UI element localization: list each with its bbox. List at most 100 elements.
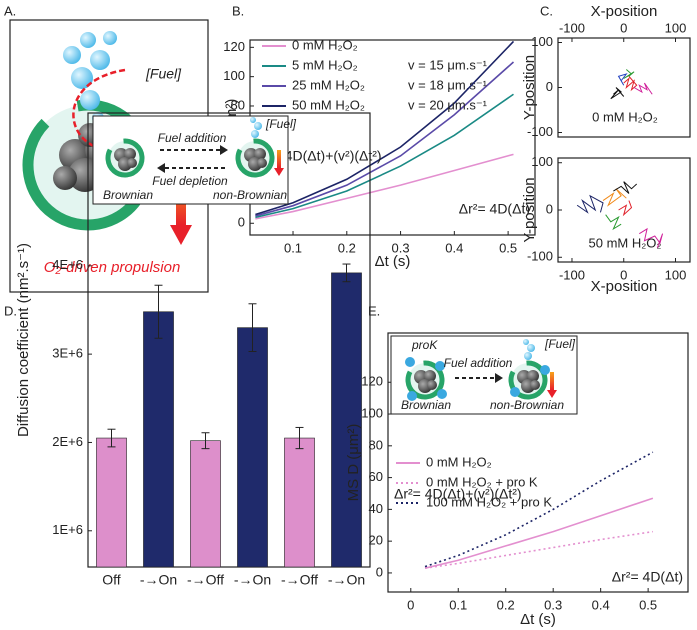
y-tick-label: 100 (531, 34, 553, 49)
series-line (613, 181, 638, 194)
velocity-label: v = 20 μm.s⁻¹ (408, 97, 488, 112)
inset-text: non-Brownian (213, 188, 287, 202)
core-sphere (127, 158, 137, 168)
x-tick-label: 100 (665, 20, 687, 35)
series-line (617, 73, 628, 86)
x-tick-label: 0.5 (499, 240, 517, 255)
y-tick-label: 120 (223, 39, 245, 54)
series-line (623, 69, 635, 79)
error-bar (201, 432, 210, 450)
propulsion-arrowhead (170, 225, 192, 245)
y-tick-label: 1E+6 (52, 522, 83, 537)
x-tick-label: 0.1 (284, 240, 302, 255)
propulsion-arrow (277, 150, 281, 168)
error-bar (107, 428, 116, 448)
bar (143, 311, 174, 568)
enzyme (435, 361, 445, 371)
y-tick-label: -100 (527, 124, 553, 139)
inset-text: Fuel addition (158, 131, 227, 145)
x-tick-label: 0.2 (497, 597, 515, 612)
y-tick-label: 60 (369, 469, 383, 484)
y-tick-label: 100 (361, 405, 383, 420)
y-tick-label: 120 (361, 374, 383, 389)
series-line (633, 82, 653, 95)
y-tick-label: 80 (369, 437, 383, 452)
x-tick-label: -→On (140, 572, 177, 588)
arrowhead (220, 145, 228, 155)
panel-label: B. (232, 3, 244, 18)
x-tick-label: -→Off (187, 572, 224, 588)
y-tick-label: 4E+6 (52, 257, 83, 272)
core-sphere (424, 370, 436, 382)
equation: Δr²= 4D(Δt) (459, 201, 530, 217)
y-tick-label: 20 (369, 533, 383, 548)
series-line (618, 200, 633, 217)
x-axis-label: Δt (s) (520, 611, 556, 628)
series-line (255, 93, 514, 219)
x-tick-label: 0.3 (544, 597, 562, 612)
equation: Δr²= 4D(Δt) (612, 569, 683, 585)
y-tick-label: 100 (531, 154, 553, 169)
panel-label: C. (540, 3, 553, 18)
series-line (576, 194, 604, 214)
x-tick-label: 0 (620, 267, 627, 282)
x-tick-label: 0.4 (592, 597, 610, 612)
flow-arrow (72, 68, 126, 152)
core-sphere (124, 148, 136, 160)
x-tick-label: -→On (328, 572, 365, 588)
core-sphere (254, 148, 266, 160)
enzyme (510, 387, 520, 397)
series-line (610, 87, 625, 100)
y-tick-label: -100 (527, 249, 553, 264)
core-sphere (530, 380, 540, 390)
panel-label: A. (4, 3, 16, 18)
inset-text: [Fuel] (544, 337, 576, 351)
x-tick-label: 0 (620, 20, 627, 35)
bar (96, 437, 127, 568)
series-line (255, 40, 515, 216)
fuel-label: [Fuel] (145, 66, 182, 82)
inset-text: non-Brownian (490, 398, 564, 412)
y-axis-label: Y-position (521, 177, 538, 242)
inner-label: 0 mM H₂O₂ (592, 109, 658, 124)
bar (284, 437, 315, 568)
y-tick-label: 0 (376, 564, 383, 579)
enzyme (437, 389, 447, 399)
panel-label: E. (368, 303, 380, 318)
series-line (605, 214, 622, 231)
inset-text: Brownian (401, 398, 451, 412)
bar (190, 440, 221, 568)
x-tick-label: 0.4 (445, 240, 463, 255)
inset-text: proK (411, 338, 438, 352)
y-tick-label: 0 (546, 79, 553, 94)
equation: Δr²= 4D(Δt)+(v²)(Δt²) (394, 486, 522, 502)
bubble (524, 352, 532, 360)
core-sphere (257, 158, 267, 168)
series-line (424, 451, 654, 568)
inset-text: Brownian (103, 188, 153, 202)
y-tick-label: 0 (238, 215, 245, 230)
y-tick-label: 40 (369, 501, 383, 516)
bubble (523, 339, 529, 345)
x-tick-label: 0 (407, 597, 414, 612)
velocity-label: v = 15 μm.s⁻¹ (408, 57, 488, 72)
arrowhead (274, 168, 284, 176)
x-axis-label: X-position (591, 3, 658, 20)
legend-label: 5 mM H₂O₂ (292, 57, 358, 72)
series-line (623, 75, 638, 92)
inner-label: 50 mM H₂O₂ (589, 235, 662, 250)
core-sphere (427, 380, 437, 390)
y-axis-label: MS D (μm²) (345, 424, 362, 502)
bubble (250, 117, 256, 123)
bar (237, 327, 268, 568)
x-tick-label: -→On (234, 572, 271, 588)
series-line (424, 497, 654, 569)
enzyme (540, 365, 550, 375)
series-line (639, 227, 664, 248)
x-tick-label: 0.3 (392, 240, 410, 255)
bubble (251, 130, 259, 138)
y-tick-label: 100 (223, 68, 245, 83)
arrowhead (547, 390, 557, 398)
x-tick-label: 0.5 (639, 597, 657, 612)
